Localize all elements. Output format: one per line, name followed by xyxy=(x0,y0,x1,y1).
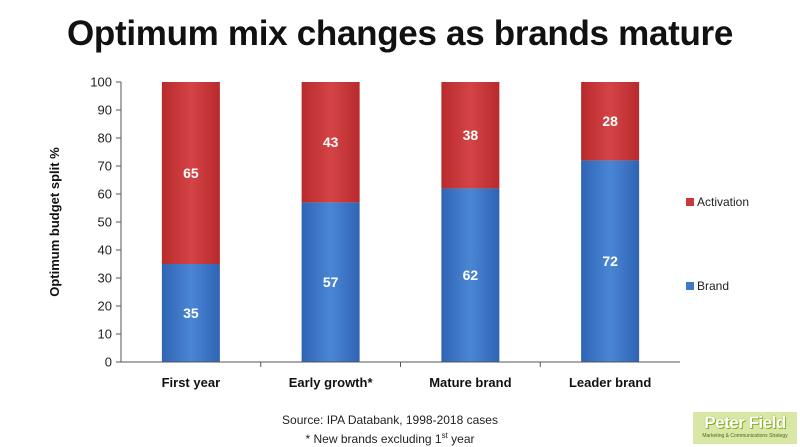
data-label-brand-1: 57 xyxy=(323,274,339,290)
footnote-suffix: year xyxy=(447,432,475,446)
y-tick-label: 70 xyxy=(98,159,112,174)
y-tick-label: 10 xyxy=(98,327,112,342)
data-label-activation-3: 28 xyxy=(602,113,618,129)
data-label-activation-2: 38 xyxy=(463,127,479,143)
bar-brand-0 xyxy=(161,264,220,362)
x-category-label: Leader brand xyxy=(569,375,651,390)
data-label-brand-2: 62 xyxy=(463,267,479,283)
y-tick-label: 50 xyxy=(98,215,112,230)
source-note: Source: IPA Databank, 1998-2018 cases xyxy=(282,413,498,427)
y-tick-label: 20 xyxy=(98,299,112,314)
y-tick-label: 80 xyxy=(98,131,112,146)
x-category-label: Mature brand xyxy=(429,375,511,390)
bar-activation-0 xyxy=(161,82,220,264)
bar-activation-2 xyxy=(441,82,500,189)
footnote-superscript: st xyxy=(441,431,448,440)
bar-brand-2 xyxy=(441,188,500,362)
bar-activation-1 xyxy=(301,82,360,203)
bar-brand-3 xyxy=(581,160,640,362)
data-label-activation-0: 65 xyxy=(183,165,199,181)
y-tick-label: 0 xyxy=(105,355,112,370)
footnote: * New brands excluding 1st year xyxy=(270,428,510,447)
x-category-label: First year xyxy=(162,375,221,390)
logo-name: Peter Field xyxy=(704,413,786,432)
footnote-text: * New brands excluding 1 xyxy=(305,432,442,446)
legend-label-activation: Activation xyxy=(697,195,749,209)
legend-swatch-brand xyxy=(686,282,694,290)
bar-activation-3 xyxy=(581,82,640,161)
y-tick-label: 40 xyxy=(98,243,112,258)
y-axis-label: Optimum budget split % xyxy=(47,147,62,297)
y-tick-label: 30 xyxy=(98,271,112,286)
y-tick-label: 100 xyxy=(90,75,112,90)
peter-field-logo: Peter Field Marketing & Communications S… xyxy=(693,412,797,444)
logo-tagline: Marketing & Communications Strategy xyxy=(702,433,788,439)
y-tick-label: 90 xyxy=(98,103,112,118)
legend-swatch-activation xyxy=(686,198,694,206)
data-label-brand-0: 35 xyxy=(183,305,199,321)
legend-label-brand: Brand xyxy=(697,279,729,293)
data-label-brand-3: 72 xyxy=(602,253,618,269)
bar-brand-1 xyxy=(301,202,360,362)
y-tick-label: 60 xyxy=(98,187,112,202)
data-label-activation-1: 43 xyxy=(323,134,339,150)
chart-title: Optimum mix changes as brands mature xyxy=(66,14,734,53)
x-category-label: Early growth* xyxy=(289,375,374,390)
